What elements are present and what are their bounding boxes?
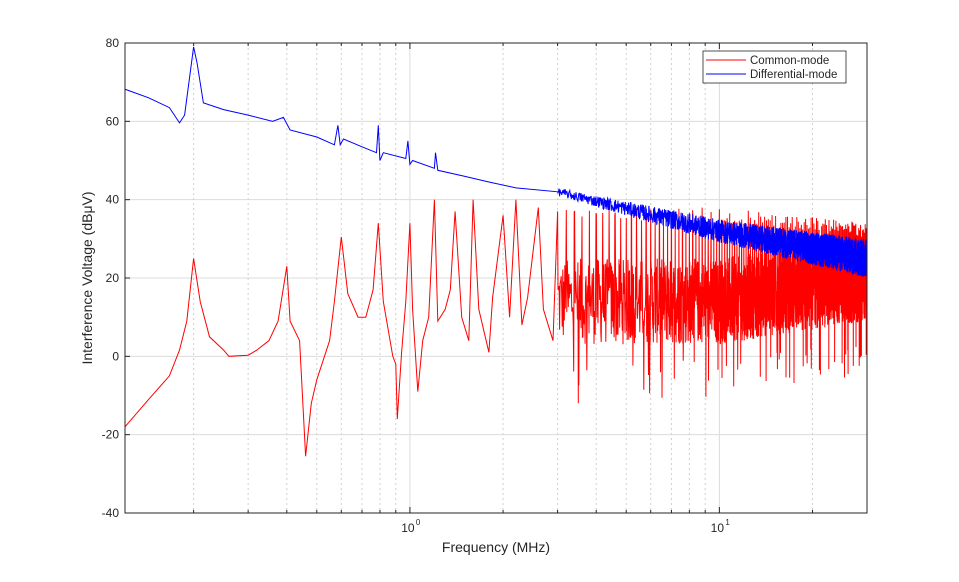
- y-tick-label: 20: [106, 271, 120, 285]
- y-tick-label: -40: [102, 506, 120, 520]
- legend[interactable]: Common-mode Differential-mode: [702, 50, 847, 84]
- x-tick-exponent: 1: [725, 518, 730, 527]
- legend-label-differential-mode: Differential-mode: [750, 69, 837, 81]
- y-tick-label: 0: [112, 349, 119, 363]
- x-tick-label: 10: [711, 521, 725, 535]
- y-tick-label: 40: [106, 193, 120, 207]
- grid: [125, 43, 867, 513]
- x-tick-exponent: 0: [416, 518, 421, 527]
- series-common-mode: [125, 199, 867, 457]
- series-differential-mode: [125, 46, 867, 278]
- y-axis-label: Interference Voltage (dBμV): [79, 191, 95, 364]
- x-tick-label: 10: [401, 521, 415, 535]
- x-axis-label: Frequency (MHz): [442, 539, 550, 555]
- legend-box: [702, 50, 847, 84]
- legend-label-common-mode: Common-mode: [750, 55, 829, 67]
- y-tick-label: 80: [106, 36, 120, 50]
- series-lines: [125, 46, 867, 457]
- y-tick-label: 60: [106, 114, 120, 128]
- y-tick-label: -20: [102, 428, 120, 442]
